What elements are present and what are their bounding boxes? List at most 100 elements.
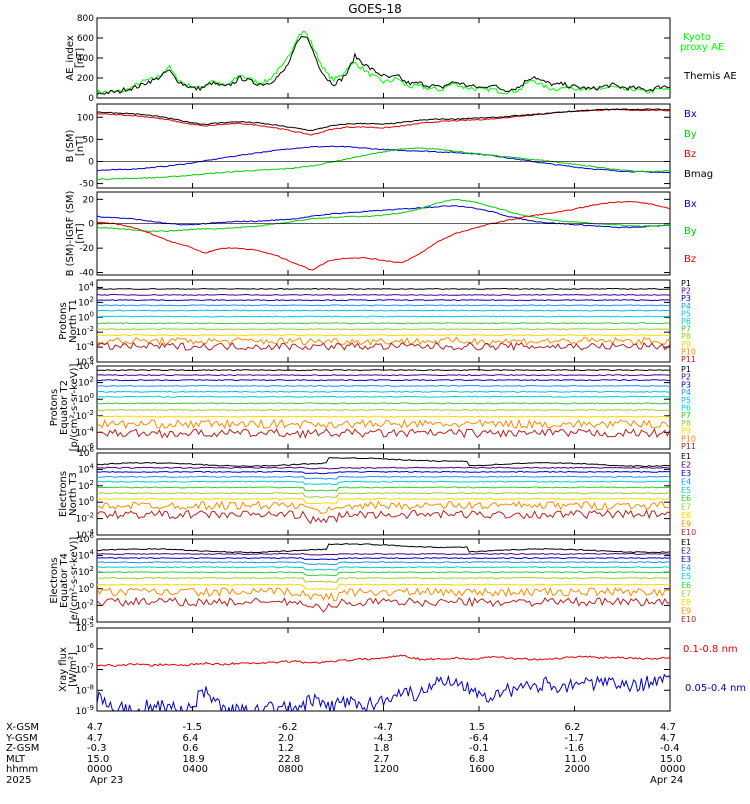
y-tick-label: 102	[78, 565, 94, 578]
y-axis-label: B (SM)-IGRF (SM)	[65, 191, 76, 277]
x-axis-row-label: Z-GSM	[6, 743, 39, 754]
x-axis-value: -0.4	[660, 743, 680, 754]
x-axis-value: 4.7	[87, 722, 103, 733]
y-tick-label: 100	[77, 113, 94, 123]
y-tick-label: 10-6	[76, 355, 95, 368]
channel-line-p3	[97, 299, 670, 302]
channel-label: P1	[681, 365, 691, 374]
y-axis-label: [nT]	[75, 223, 86, 243]
x-axis-row-label: MLT	[6, 754, 26, 765]
panel-8-frame	[96, 627, 671, 712]
channel-label: E1	[681, 538, 691, 547]
y-axis-label: B (SM)	[65, 129, 76, 162]
y-axis-label: [nT]	[75, 136, 86, 156]
y-tick-label: 104	[78, 462, 94, 475]
channel-label: P9	[681, 340, 691, 349]
series-line-0-1-0-8-nm	[97, 654, 670, 667]
channel-label: P4	[681, 388, 691, 397]
x-axis-value: 1.8	[374, 743, 390, 754]
x-axis-row-label: X-GSM	[6, 722, 39, 733]
x-axis-value: -1.7	[565, 733, 585, 744]
series-line-0-05-0-4-nm	[97, 673, 670, 711]
y-tick-label: 104	[78, 549, 94, 562]
channel-line-p7	[97, 402, 670, 405]
channel-label: P4	[681, 302, 691, 311]
legend-label: Kyoto	[683, 32, 711, 43]
y-tick-label: 50	[83, 135, 95, 145]
x-axis-value: 0800	[278, 764, 303, 775]
y-tick-label: 10-9	[76, 704, 94, 717]
y-tick-label: 104	[78, 359, 94, 372]
channel-line-e9	[97, 500, 670, 514]
x-axis-value: -0.1	[469, 743, 489, 754]
x-axis-value: Apr 23	[90, 775, 123, 786]
channel-label: E4	[681, 477, 691, 486]
channel-line-e8	[97, 583, 670, 590]
legend-label: By	[684, 129, 697, 140]
x-axis-value: 0400	[183, 764, 208, 775]
channel-line-p2	[97, 293, 670, 296]
x-axis-value: 2.7	[374, 754, 390, 765]
y-tick-label: 100	[78, 495, 94, 508]
y-tick-label: 10-2	[76, 325, 94, 338]
y-tick-label: 106	[78, 446, 94, 459]
channel-label: P3	[681, 294, 691, 303]
y-axis-label: [W/m²]	[68, 652, 79, 687]
channel-label: E6	[681, 494, 691, 503]
y-tick-label: 10-6	[76, 442, 95, 455]
channel-label: E4	[681, 564, 691, 573]
series-line-bx	[97, 145, 670, 174]
channel-line-e2	[97, 552, 670, 556]
channel-line-p11	[97, 427, 670, 439]
legend-label: 0.05-0.4 nm	[685, 683, 746, 694]
channel-line-e2	[97, 466, 670, 470]
series-line-bmag	[97, 108, 670, 132]
x-axis-value: 22.8	[278, 754, 300, 765]
channel-line-e10	[97, 596, 670, 613]
y-tick-label: 100	[78, 310, 94, 323]
y-tick-label: 0	[88, 220, 94, 230]
y-axis-label: [nT]	[75, 48, 86, 68]
panel-7-frame	[96, 538, 671, 623]
channel-line-e6	[97, 486, 670, 492]
legend-label: Bmag	[684, 169, 713, 180]
channel-line-p9	[97, 334, 670, 337]
x-axis-row-label: hhmm	[6, 764, 38, 775]
legend-label: proxy AE	[680, 42, 724, 53]
channel-line-p5	[97, 309, 670, 312]
x-axis-value: 0000	[660, 764, 685, 775]
y-tick-label: 0	[88, 157, 94, 167]
channel-line-p6	[97, 395, 670, 398]
panel-4-frame	[96, 279, 671, 363]
x-axis-value: -0.3	[87, 743, 107, 754]
y-tick-label: 10-2	[76, 598, 94, 611]
channel-label: E5	[681, 486, 691, 495]
channel-label: P9	[681, 427, 691, 436]
x-axis-value: -4.7	[374, 722, 394, 733]
channel-label: P2	[681, 287, 691, 296]
channel-line-p9	[97, 415, 670, 418]
channel-line-e10	[97, 509, 670, 525]
channel-line-e5	[97, 566, 670, 571]
y-axis-label: Protons	[49, 389, 60, 426]
y-axis-label: Xray flux	[58, 647, 69, 692]
y-tick-label: 100	[78, 392, 94, 405]
y-axis-label: Electrons	[49, 557, 60, 603]
y-axis-label: Equator T4	[59, 553, 70, 608]
y-tick-label: 10-4	[76, 615, 95, 628]
legend-label: Bx	[684, 109, 697, 120]
y-axis-label: [p/(cm²-s-sr-keV)]	[69, 364, 80, 452]
y-axis-label: North T3	[68, 472, 79, 516]
channel-line-e6	[97, 571, 670, 577]
channel-line-e8	[97, 497, 670, 505]
panel-4: 104 102 100 10-2 10-4 10-6 Protons North T1 P1P2…	[58, 279, 696, 368]
channel-line-p1	[97, 369, 670, 372]
channel-label: P3	[681, 380, 691, 389]
x-axis-value: 4.7	[87, 733, 103, 744]
series-line-bz	[97, 108, 670, 136]
legend-label: Themis AE	[683, 71, 737, 82]
channel-label: P1	[681, 279, 691, 288]
channel-label: E8	[681, 598, 691, 607]
x-axis-row-label: 2025	[6, 775, 31, 786]
